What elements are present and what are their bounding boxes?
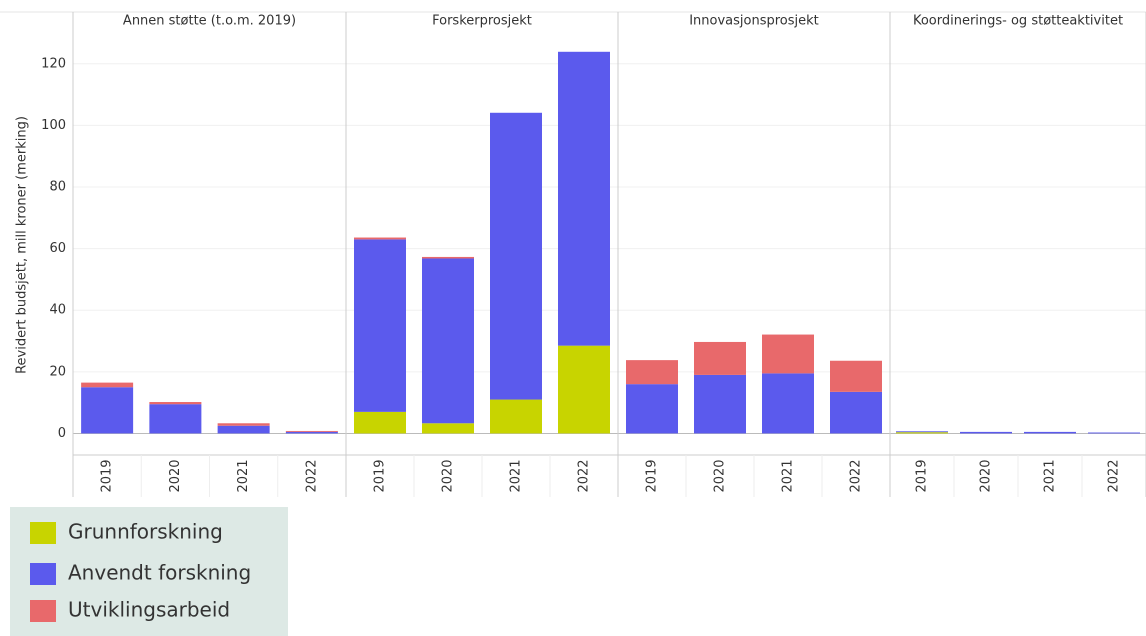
bar-segment [762,334,814,374]
bar-segment [960,431,1012,434]
facet-header: Innovasjonsprosjekt [689,14,819,29]
bar-segment [830,360,882,392]
facet-header: Annen støtte (t.o.m. 2019) [123,14,296,29]
bar-segment [354,237,406,240]
bar-segment [490,112,542,400]
y-tick-label: 80 [49,180,66,195]
bar-segment [896,432,948,434]
bar-segment [558,51,610,346]
bar-segment [149,404,202,434]
facet-header: Koordinerings- og støtteaktivitet [913,14,1123,29]
bar-segment [217,423,270,426]
y-tick-label: 20 [49,364,66,379]
y-tick-label: 0 [58,426,66,441]
x-tick-label: 2020 [441,459,456,492]
bar-segment [285,430,338,432]
y-tick-label: 60 [49,241,66,256]
x-tick-label: 2019 [645,459,660,492]
bar-segment [81,387,134,434]
bar-segment [626,384,678,434]
legend-swatch [30,600,56,622]
legend-label: Utviklingsarbeid [68,598,230,622]
y-tick-label: 40 [49,303,66,318]
bar-segment [1088,432,1140,434]
x-tick-label: 2021 [509,459,524,492]
bar-segment [626,360,678,385]
bar-segment [81,382,134,388]
x-tick-label: 2020 [713,459,728,492]
x-tick-label: 2019 [373,459,388,492]
x-tick-label: 2022 [304,459,319,492]
bar-segment [1024,431,1076,434]
bar-segment [490,399,542,434]
facet-header: Forskerprosjekt [432,14,532,29]
x-tick-label: 2021 [236,459,251,492]
y-axis-label: Revidert budsjett, mill kroner (merking) [15,116,30,374]
bar-segment [694,374,746,434]
x-tick-label: 2021 [1043,459,1058,492]
bar-segment [558,345,610,434]
legend-swatch [30,563,56,585]
bar-segment [422,258,474,424]
bar-segment [217,425,270,434]
legend-background [10,507,288,636]
bar-segment [762,373,814,434]
bar-segment [149,402,202,405]
legend-label: Grunnforskning [68,520,223,544]
y-tick-label: 120 [41,56,66,71]
x-tick-label: 2022 [1107,459,1122,492]
y-tick-label: 100 [41,118,66,133]
bar-segment [896,431,948,433]
x-tick-label: 2019 [100,459,115,492]
x-tick-label: 2022 [577,459,592,492]
bar-segment [354,239,406,412]
x-tick-label: 2020 [168,459,183,492]
bar-segment [694,341,746,375]
bar-segment [354,411,406,434]
bar-segment [830,391,882,434]
bar-segment [422,256,474,259]
x-tick-label: 2022 [849,459,864,492]
legend-label: Anvendt forskning [68,561,251,585]
bar-segment [285,431,338,434]
x-tick-label: 2020 [979,459,994,492]
bar-segment [422,423,474,434]
x-tick-label: 2021 [781,459,796,492]
x-tick-label: 2019 [915,459,930,492]
legend-swatch [30,522,56,544]
